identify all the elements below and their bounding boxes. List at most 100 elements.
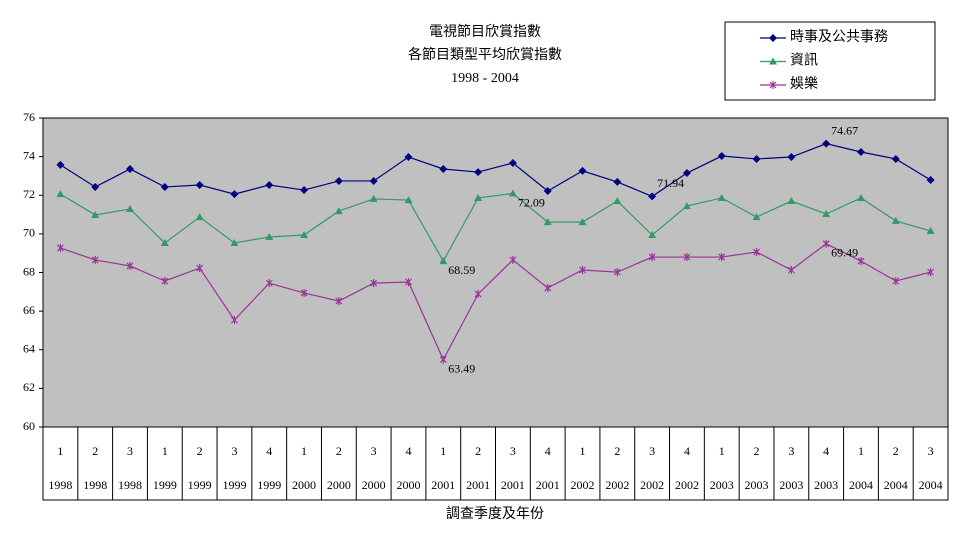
- x-tick-label: 2004: [849, 478, 873, 492]
- x-tick-label: 2001: [501, 478, 525, 492]
- legend-label: 資訊: [790, 53, 818, 69]
- marker: [230, 190, 239, 199]
- marker: [648, 231, 657, 239]
- x-tick-label: 1999: [257, 478, 281, 492]
- chart-subtitle: 1998 - 2004: [451, 71, 519, 86]
- marker: [769, 57, 777, 65]
- marker: [787, 265, 795, 274]
- marker: [230, 238, 239, 246]
- marker: [56, 243, 64, 252]
- y-tick-label: 70: [23, 226, 35, 240]
- data-label: 63.49: [448, 361, 475, 375]
- x-tick-label: 2004: [884, 478, 908, 492]
- marker: [126, 164, 135, 173]
- marker: [474, 168, 483, 177]
- marker: [195, 213, 204, 221]
- marker: [439, 355, 447, 364]
- x-tick-label: 3: [928, 444, 934, 458]
- marker: [300, 288, 308, 297]
- x-tick-label: 1998: [118, 478, 142, 492]
- x-tick-label: 3: [231, 444, 237, 458]
- marker: [891, 154, 900, 163]
- x-tick-label: 4: [823, 444, 829, 458]
- x-tick-label: 1: [580, 444, 586, 458]
- marker: [753, 248, 760, 257]
- marker: [474, 289, 482, 298]
- marker: [300, 186, 309, 195]
- x-tick-label: 1: [858, 444, 864, 458]
- x-tick-label: 3: [788, 444, 794, 458]
- marker: [648, 253, 656, 262]
- x-tick-label: 2000: [362, 478, 386, 492]
- marker: [508, 158, 517, 167]
- marker: [56, 190, 65, 198]
- marker: [126, 261, 134, 270]
- x-tick-label: 4: [405, 444, 411, 458]
- marker: [335, 297, 343, 306]
- marker: [822, 139, 831, 148]
- x-tick-label: 3: [127, 444, 133, 458]
- plot-area: [42, 117, 949, 428]
- x-tick-label: 1998: [83, 478, 107, 492]
- x-tick-label: 4: [266, 444, 272, 458]
- marker: [926, 175, 935, 184]
- marker: [126, 204, 135, 212]
- marker: [718, 253, 726, 262]
- x-tick-label: 2000: [396, 478, 420, 492]
- x-tick-label: 3: [649, 444, 655, 458]
- marker: [474, 193, 483, 201]
- y-tick-label: 68: [23, 264, 35, 278]
- marker: [578, 166, 587, 175]
- x-tick-label: 2003: [745, 478, 769, 492]
- marker: [160, 182, 169, 191]
- marker: [857, 257, 865, 266]
- x-tick-label: 1: [162, 444, 168, 458]
- x-tick-label: 2001: [466, 478, 490, 492]
- y-tick-label: 64: [23, 342, 35, 356]
- marker: [787, 153, 796, 162]
- marker: [334, 207, 343, 215]
- x-tick-label: 2001: [536, 478, 560, 492]
- marker: [91, 255, 99, 264]
- marker: [752, 154, 761, 163]
- y-tick-label: 74: [23, 148, 35, 162]
- marker: [682, 169, 691, 178]
- x-tick-label: 2002: [640, 478, 664, 492]
- marker: [160, 238, 169, 246]
- marker: [265, 181, 274, 190]
- x-tick-label: 1: [440, 444, 446, 458]
- marker: [544, 283, 552, 292]
- marker: [613, 197, 622, 205]
- marker: [769, 81, 777, 89]
- marker: [578, 218, 587, 226]
- marker: [404, 196, 413, 204]
- marker: [56, 160, 65, 169]
- x-tick-label: 2: [336, 444, 342, 458]
- marker: [856, 147, 865, 156]
- x-tick-label: 2000: [327, 478, 351, 492]
- marker: [683, 253, 691, 262]
- marker: [927, 268, 935, 277]
- marker: [752, 213, 761, 221]
- marker: [300, 231, 309, 239]
- data-label: 72.09: [518, 195, 545, 209]
- data-label: 68.59: [448, 263, 475, 277]
- y-tick-label: 60: [23, 419, 35, 433]
- marker: [787, 197, 796, 205]
- series-line: [60, 243, 931, 361]
- marker: [265, 279, 273, 288]
- marker: [579, 265, 586, 274]
- marker: [369, 176, 378, 185]
- x-tick-label: 2: [614, 444, 620, 458]
- marker: [613, 177, 622, 186]
- y-tick-label: 76: [23, 110, 35, 124]
- x-tick-label: 1: [57, 444, 63, 458]
- marker: [195, 181, 204, 190]
- marker: [648, 192, 657, 201]
- data-label: 74.67: [831, 123, 858, 137]
- x-tick-label: 2002: [571, 478, 595, 492]
- x-tick-label: 2: [754, 444, 760, 458]
- x-tick-label: 1: [719, 444, 725, 458]
- series-line: [60, 143, 931, 198]
